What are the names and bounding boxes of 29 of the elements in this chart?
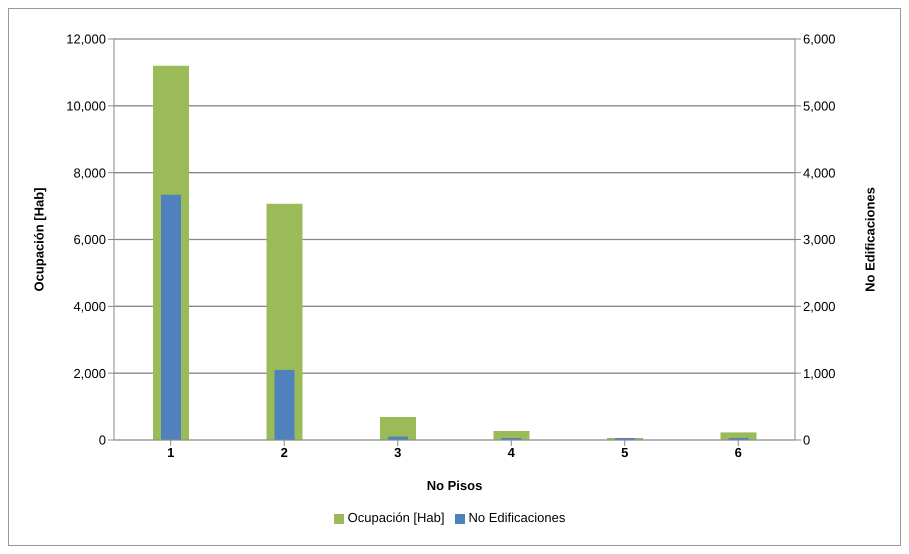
y2-tick-label: 3,000 [803,232,836,248]
y2-tick-label: 4,000 [803,165,836,180]
x-tick-label: 3 [394,445,402,460]
x-tick-label: 4 [508,445,516,460]
y2-tick-label: 2,000 [803,298,836,314]
x-axis-title: No Pisos [426,478,482,493]
y-tick-label: 2,000 [73,366,106,381]
y-axis-title: Ocupación [Hab] [32,187,47,292]
y2-axis-title: No Edificaciones [862,187,878,292]
y-tick-label: 4,000 [73,298,106,314]
y-tick-label: 8,000 [73,165,106,180]
y2-tick-label: 1,000 [803,366,836,381]
x-tick-label: 2 [280,445,288,460]
y2-tick-label: 0 [803,432,810,448]
bar [274,370,294,440]
y-tick-label: 12,000 [66,32,106,47]
legend-label: Ocupación [Hab] [348,510,444,525]
legend-label: No Edificaciones [468,510,566,525]
bar [388,436,408,440]
x-tick-label: 6 [734,445,742,460]
y-tick-label: 0 [98,432,106,448]
y-tick-label: 10,000 [66,98,106,114]
y2-tick-label: 6,000 [803,32,836,47]
bar [380,416,416,440]
x-tick-label: 1 [167,445,174,460]
bar [161,194,181,440]
y2-tick-label: 5,000 [803,98,836,114]
x-tick-label: 5 [621,445,628,460]
y-tick-label: 6,000 [73,232,106,248]
